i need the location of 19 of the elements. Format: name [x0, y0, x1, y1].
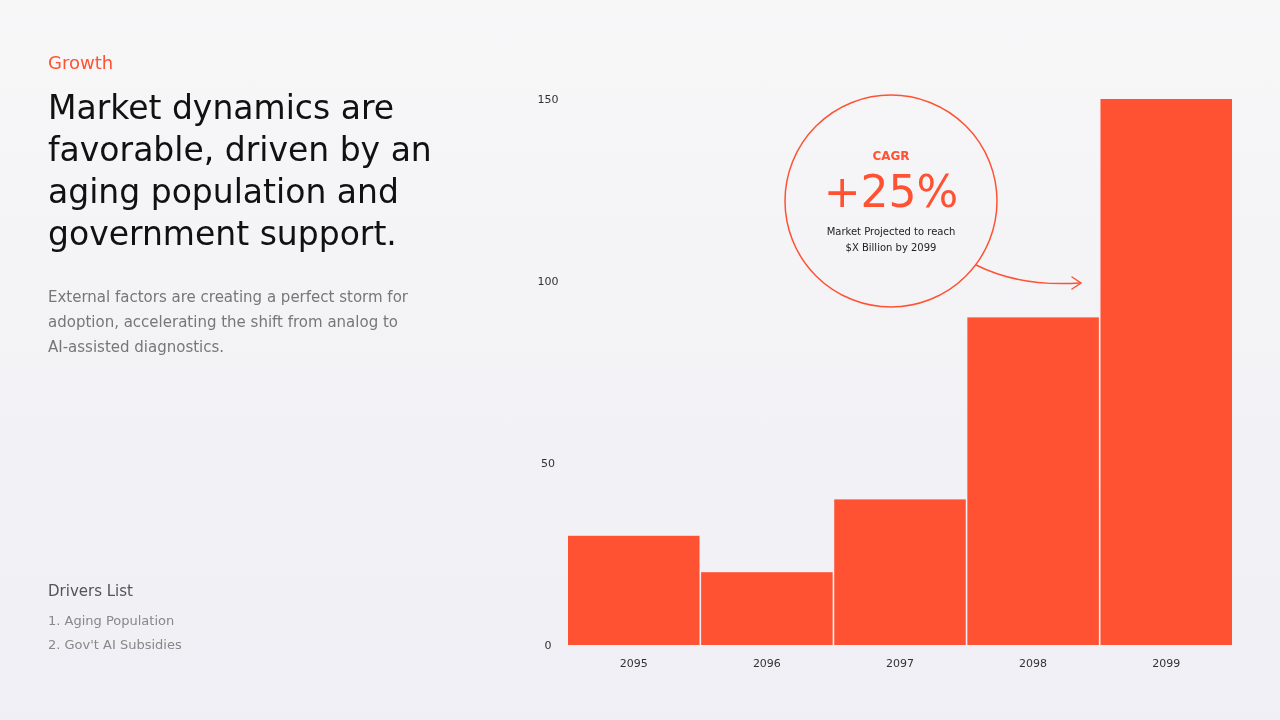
annotation: +25%: [823, 166, 959, 217]
text: 1. Aging Population: [48, 613, 175, 628]
y-tick-label: 50: [541, 457, 555, 470]
annotation: Market Projected to reach: [826, 226, 956, 237]
x-tick-label: 2096: [752, 657, 781, 670]
y-tick-label: 100: [537, 275, 559, 288]
x-tick-label: 2098: [1019, 657, 1048, 670]
text: Drivers List: [48, 582, 134, 600]
y-tick-label: 150: [537, 93, 559, 106]
text: Growth: [48, 52, 114, 73]
x-tick-label: 2095: [619, 657, 648, 670]
text: Market dynamics are favorable, driven by an aging population and government support.: [48, 88, 432, 253]
annotation: CAGR: [872, 149, 910, 163]
text: External factors are creating a perfect storm for adoption, accelerating the shift from analog to AI-assisted diagnostics.: [48, 288, 409, 356]
text: 2. Gov't AI Subsidies: [48, 637, 182, 652]
x-tick-label: 2097: [886, 657, 914, 670]
annotation: $X Billion by 2099: [845, 242, 937, 253]
x-tick-label: 2099: [1152, 657, 1181, 670]
y-tick-label: 0: [544, 639, 552, 652]
